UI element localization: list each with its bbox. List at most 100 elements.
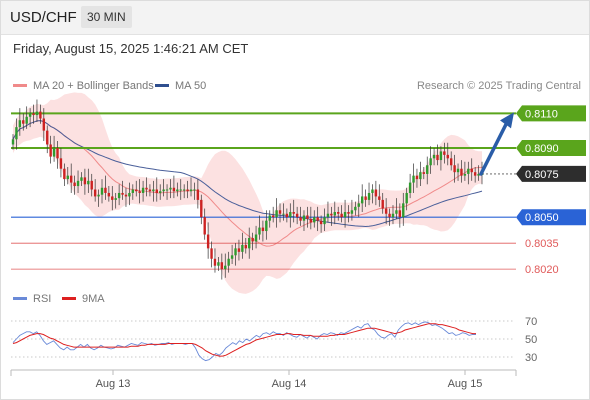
candle-body xyxy=(449,158,453,166)
candle-body xyxy=(241,244,244,252)
candle-body xyxy=(203,217,206,235)
candle-body xyxy=(213,258,217,266)
rsi-tick-30: 30 xyxy=(525,352,537,364)
candle-body xyxy=(467,168,470,174)
level-tag-text-0.8075: 0.8075 xyxy=(525,169,559,181)
legend-item-rsi: RSI xyxy=(13,293,51,305)
candle-body xyxy=(104,187,107,193)
candle-body xyxy=(56,147,59,159)
candle-body xyxy=(378,196,381,200)
candle-body xyxy=(285,213,289,218)
candle-body xyxy=(432,154,436,159)
candle-body xyxy=(237,248,241,252)
research-credit: Research © 2025 Trading Central xyxy=(416,80,581,92)
candle-body xyxy=(460,168,463,176)
candle-body xyxy=(73,182,76,187)
candle-body xyxy=(278,210,282,214)
x-tick-label-2: Aug 15 xyxy=(448,378,483,390)
candle-body xyxy=(261,227,265,232)
candle-body xyxy=(340,213,343,218)
candle-body xyxy=(117,192,121,199)
candle-body xyxy=(35,111,39,116)
candle-body xyxy=(220,262,224,270)
candle-body xyxy=(248,237,251,249)
candle-body xyxy=(227,258,230,266)
candle-body xyxy=(275,210,278,218)
candle-body xyxy=(179,189,182,191)
rsi-tick-70: 70 xyxy=(525,316,537,328)
candle-body xyxy=(364,196,367,200)
9ma-swatch-icon xyxy=(62,296,76,300)
level-tag-text-0.8110: 0.8110 xyxy=(525,108,558,120)
timeframe-badge[interactable]: 30 MIN xyxy=(81,6,132,28)
candle-body xyxy=(244,244,247,249)
legend-label-ma20: MA 20 + Bollinger Bands xyxy=(33,80,154,92)
candle-body xyxy=(289,212,292,218)
candle-body xyxy=(271,215,275,218)
candle-body xyxy=(326,213,330,218)
rsi-line xyxy=(12,321,476,362)
candle-body xyxy=(230,255,234,259)
chart-datetime: Friday, August 15, 2025 1:46:21 AM CET xyxy=(13,41,249,56)
candle-body xyxy=(268,215,271,221)
candle-body xyxy=(25,116,28,124)
legend-item-ma20: MA 20 + Bollinger Bands xyxy=(13,80,154,92)
candle-body xyxy=(93,189,97,197)
candle-body xyxy=(367,192,371,200)
bollinger-band-area xyxy=(13,92,482,294)
candle-body xyxy=(419,172,422,180)
candle-body xyxy=(131,189,135,193)
candle-body xyxy=(333,212,336,216)
candle-body xyxy=(121,192,124,195)
candle-body xyxy=(22,120,25,124)
candle-body xyxy=(463,173,467,176)
ma50-swatch-icon xyxy=(155,83,169,87)
candle-body xyxy=(159,191,162,193)
candle-body xyxy=(309,218,313,223)
candle-body xyxy=(165,189,169,191)
candle-body xyxy=(234,248,237,256)
candle-body xyxy=(371,189,374,193)
candle-body xyxy=(439,151,443,161)
candle-body xyxy=(251,237,254,242)
level-label-0.8020: 0.8020 xyxy=(525,264,559,276)
candle-body xyxy=(107,192,111,197)
candle-body xyxy=(354,206,357,211)
candle-body xyxy=(436,154,439,161)
candle-body xyxy=(141,187,145,193)
chart-header: USD/CHF 30 MIN xyxy=(0,0,590,35)
candle-body xyxy=(135,189,138,192)
rsi-ma9-line xyxy=(12,323,476,357)
candle-body xyxy=(443,151,446,155)
level-tag-0.8110 xyxy=(516,105,586,122)
candle-body xyxy=(46,130,49,145)
candle-body xyxy=(408,182,412,193)
candle-body xyxy=(313,217,316,223)
candle-body xyxy=(337,212,340,214)
candle-body xyxy=(145,187,148,190)
projection-arrow-shaft xyxy=(479,122,508,176)
candle-body xyxy=(306,215,309,219)
candle-body xyxy=(148,189,152,192)
legend-label-9ma: 9MA xyxy=(82,293,105,305)
candle-body xyxy=(456,168,460,173)
candle-body xyxy=(453,165,456,173)
candlesticks xyxy=(11,99,484,280)
candle-body xyxy=(196,189,200,200)
candle-body xyxy=(347,212,350,214)
candle-body xyxy=(405,192,408,204)
candle-body xyxy=(11,139,15,145)
candle-body xyxy=(402,203,405,218)
candle-body xyxy=(323,217,326,225)
rsi-tick-50: 50 xyxy=(525,334,537,346)
candle-body xyxy=(343,212,347,218)
candle-body xyxy=(155,189,158,193)
candle-body xyxy=(319,220,323,225)
candle-body xyxy=(302,215,306,221)
level-label-0.8035: 0.8035 xyxy=(525,238,559,250)
candle-body xyxy=(111,196,114,200)
x-tick-label-1: Aug 14 xyxy=(272,378,307,390)
candle-body xyxy=(189,189,193,192)
candle-body xyxy=(76,180,80,187)
